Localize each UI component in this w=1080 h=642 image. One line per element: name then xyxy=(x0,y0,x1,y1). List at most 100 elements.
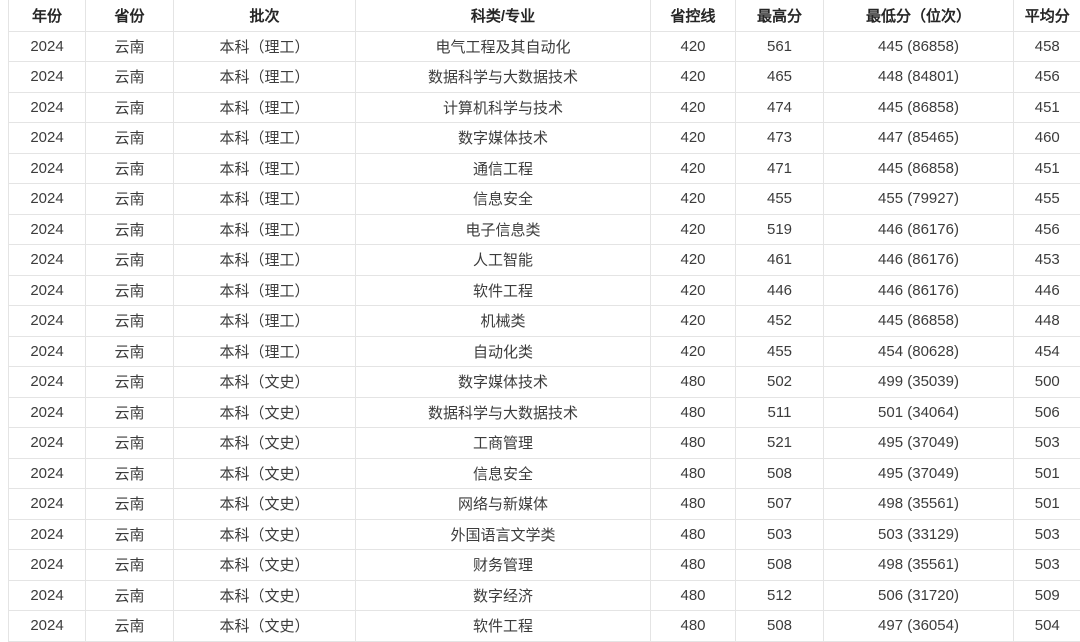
cell-max-score: 512 xyxy=(736,580,824,611)
cell-max-score: 465 xyxy=(736,62,824,93)
cell-max-score: 561 xyxy=(736,31,824,62)
cell-control-line: 420 xyxy=(651,62,736,93)
cell-year: 2024 xyxy=(9,62,86,93)
table-row: 2024 云南 本科（文史） 工商管理 480 521 495 (37049) … xyxy=(9,428,1080,459)
cell-major: 数据科学与大数据技术 xyxy=(356,397,651,428)
cell-major: 数字媒体技术 xyxy=(356,123,651,154)
cell-control-line: 420 xyxy=(651,184,736,215)
header-row: 年份 省份 批次 科类/专业 省控线 最高分 最低分（位次） 平均分 xyxy=(9,0,1080,31)
table-row: 2024 云南 本科（理工） 信息安全 420 455 455 (79927) … xyxy=(9,184,1080,215)
cell-min-score-rank: 495 (37049) xyxy=(824,428,1014,459)
cell-control-line: 420 xyxy=(651,245,736,276)
cell-province: 云南 xyxy=(86,397,174,428)
table-row: 2024 云南 本科（理工） 电气工程及其自动化 420 561 445 (86… xyxy=(9,31,1080,62)
cell-avg-score: 500 xyxy=(1014,367,1080,398)
cell-major: 机械类 xyxy=(356,306,651,337)
cell-major: 网络与新媒体 xyxy=(356,489,651,520)
cell-avg-score: 451 xyxy=(1014,153,1080,184)
cell-province: 云南 xyxy=(86,611,174,642)
cell-control-line: 480 xyxy=(651,550,736,581)
cell-max-score: 502 xyxy=(736,367,824,398)
cell-batch: 本科（理工） xyxy=(174,184,356,215)
cell-province: 云南 xyxy=(86,123,174,154)
table-row: 2024 云南 本科（文史） 网络与新媒体 480 507 498 (35561… xyxy=(9,489,1080,520)
cell-major: 信息安全 xyxy=(356,458,651,489)
cell-major: 工商管理 xyxy=(356,428,651,459)
cell-control-line: 420 xyxy=(651,275,736,306)
cell-avg-score: 446 xyxy=(1014,275,1080,306)
cell-min-score-rank: 445 (86858) xyxy=(824,31,1014,62)
cell-major: 电子信息类 xyxy=(356,214,651,245)
cell-major: 信息安全 xyxy=(356,184,651,215)
col-header-province: 省份 xyxy=(86,0,174,31)
cell-year: 2024 xyxy=(9,367,86,398)
cell-min-score-rank: 445 (86858) xyxy=(824,306,1014,337)
cell-batch: 本科（理工） xyxy=(174,245,356,276)
col-header-major: 科类/专业 xyxy=(356,0,651,31)
cell-year: 2024 xyxy=(9,336,86,367)
cell-province: 云南 xyxy=(86,489,174,520)
cell-max-score: 446 xyxy=(736,275,824,306)
cell-avg-score: 504 xyxy=(1014,611,1080,642)
cell-province: 云南 xyxy=(86,184,174,215)
cell-control-line: 420 xyxy=(651,92,736,123)
cell-min-score-rank: 497 (36054) xyxy=(824,611,1014,642)
cell-batch: 本科（理工） xyxy=(174,31,356,62)
cell-major: 软件工程 xyxy=(356,611,651,642)
table-row: 2024 云南 本科（理工） 自动化类 420 455 454 (80628) … xyxy=(9,336,1080,367)
cell-max-score: 455 xyxy=(736,336,824,367)
cell-batch: 本科（理工） xyxy=(174,336,356,367)
cell-major: 财务管理 xyxy=(356,550,651,581)
table-row: 2024 云南 本科（理工） 机械类 420 452 445 (86858) 4… xyxy=(9,306,1080,337)
cell-province: 云南 xyxy=(86,245,174,276)
cell-province: 云南 xyxy=(86,550,174,581)
cell-major: 数字经济 xyxy=(356,580,651,611)
cell-province: 云南 xyxy=(86,153,174,184)
cell-batch: 本科（文史） xyxy=(174,367,356,398)
cell-major: 通信工程 xyxy=(356,153,651,184)
cell-control-line: 420 xyxy=(651,31,736,62)
cell-major: 电气工程及其自动化 xyxy=(356,31,651,62)
cell-major: 自动化类 xyxy=(356,336,651,367)
cell-province: 云南 xyxy=(86,92,174,123)
cell-year: 2024 xyxy=(9,489,86,520)
table-body: 2024 云南 本科（理工） 电气工程及其自动化 420 561 445 (86… xyxy=(9,31,1080,641)
col-header-avg-score: 平均分 xyxy=(1014,0,1080,31)
cell-avg-score: 448 xyxy=(1014,306,1080,337)
cell-min-score-rank: 506 (31720) xyxy=(824,580,1014,611)
cell-control-line: 480 xyxy=(651,367,736,398)
cell-max-score: 471 xyxy=(736,153,824,184)
cell-batch: 本科（文史） xyxy=(174,458,356,489)
cell-batch: 本科（理工） xyxy=(174,153,356,184)
table-row: 2024 云南 本科（文史） 数字经济 480 512 506 (31720) … xyxy=(9,580,1080,611)
cell-max-score: 508 xyxy=(736,550,824,581)
cell-batch: 本科（理工） xyxy=(174,306,356,337)
cell-batch: 本科（理工） xyxy=(174,275,356,306)
cell-year: 2024 xyxy=(9,275,86,306)
cell-year: 2024 xyxy=(9,92,86,123)
cell-avg-score: 455 xyxy=(1014,184,1080,215)
col-header-batch: 批次 xyxy=(174,0,356,31)
cell-avg-score: 503 xyxy=(1014,519,1080,550)
cell-batch: 本科（理工） xyxy=(174,62,356,93)
cell-batch: 本科（文史） xyxy=(174,428,356,459)
table-row: 2024 云南 本科（文史） 数字媒体技术 480 502 499 (35039… xyxy=(9,367,1080,398)
cell-min-score-rank: 446 (86176) xyxy=(824,275,1014,306)
cell-min-score-rank: 447 (85465) xyxy=(824,123,1014,154)
table-row: 2024 云南 本科（理工） 人工智能 420 461 446 (86176) … xyxy=(9,245,1080,276)
cell-max-score: 508 xyxy=(736,611,824,642)
cell-province: 云南 xyxy=(86,214,174,245)
cell-min-score-rank: 495 (37049) xyxy=(824,458,1014,489)
cell-batch: 本科（理工） xyxy=(174,123,356,154)
cell-major: 计算机科学与技术 xyxy=(356,92,651,123)
cell-year: 2024 xyxy=(9,31,86,62)
cell-year: 2024 xyxy=(9,458,86,489)
cell-year: 2024 xyxy=(9,428,86,459)
cell-year: 2024 xyxy=(9,123,86,154)
table-row: 2024 云南 本科（文史） 外国语言文学类 480 503 503 (3312… xyxy=(9,519,1080,550)
cell-major: 数据科学与大数据技术 xyxy=(356,62,651,93)
table-row: 2024 云南 本科（理工） 软件工程 420 446 446 (86176) … xyxy=(9,275,1080,306)
cell-control-line: 480 xyxy=(651,458,736,489)
cell-min-score-rank: 498 (35561) xyxy=(824,550,1014,581)
cell-max-score: 473 xyxy=(736,123,824,154)
